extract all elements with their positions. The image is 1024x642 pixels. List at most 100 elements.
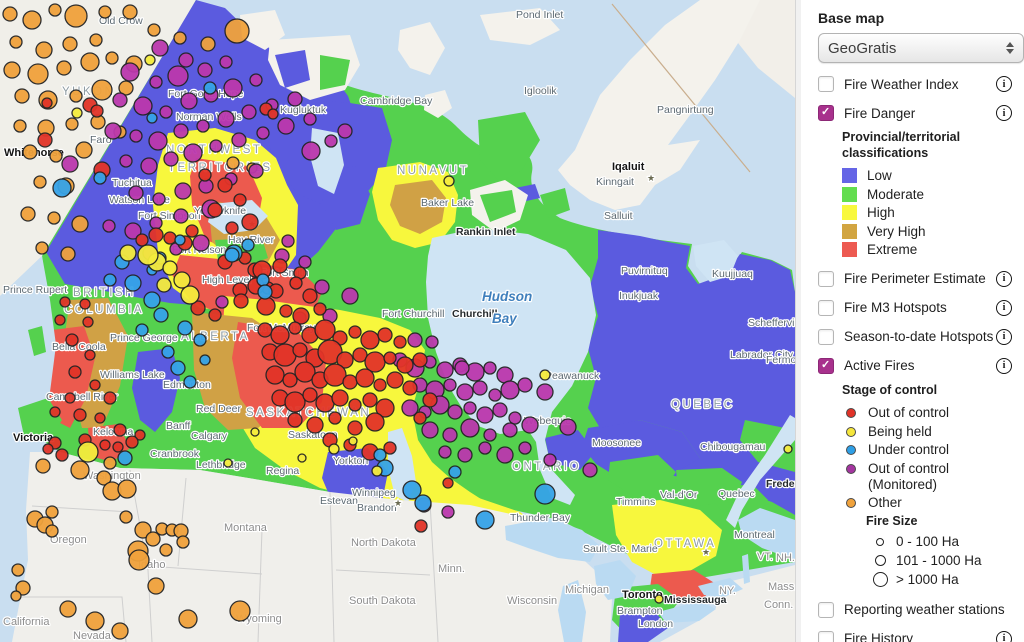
fire-marker-y[interactable] xyxy=(297,453,307,463)
fire-marker-o[interactable] xyxy=(75,141,93,159)
fire-marker-r[interactable] xyxy=(302,387,318,403)
fire-marker-o[interactable] xyxy=(3,61,21,79)
info-icon[interactable] xyxy=(996,299,1012,316)
fire-marker-m[interactable] xyxy=(215,295,229,309)
fire-marker-o[interactable] xyxy=(45,524,59,538)
fire-marker-m[interactable] xyxy=(460,418,480,438)
fire-marker-r[interactable] xyxy=(64,392,76,404)
fire-marker-r[interactable] xyxy=(323,363,347,387)
fire-marker-m[interactable] xyxy=(248,163,264,179)
fire-marker-o[interactable] xyxy=(65,117,79,131)
fire-marker-o[interactable] xyxy=(2,6,18,22)
fire-marker-r[interactable] xyxy=(348,325,362,339)
fire-marker-m[interactable] xyxy=(425,335,439,349)
fire-marker-r[interactable] xyxy=(134,429,146,441)
fire-marker-m[interactable] xyxy=(241,104,257,120)
fire-marker-y[interactable] xyxy=(156,277,172,293)
fire-marker-m[interactable] xyxy=(436,361,454,379)
fire-marker-r[interactable] xyxy=(412,352,428,368)
fire-marker-b[interactable] xyxy=(448,465,462,479)
fire-marker-o[interactable] xyxy=(64,4,88,28)
fire-marker-m[interactable] xyxy=(463,401,477,415)
layer-row-fire-weather-index[interactable]: Fire Weather Index xyxy=(818,76,1016,92)
fire-marker-m[interactable] xyxy=(112,92,128,108)
fire-marker-r[interactable] xyxy=(383,351,397,365)
fire-marker-o[interactable] xyxy=(33,175,47,189)
fire-marker-b[interactable] xyxy=(177,320,193,336)
fire-marker-m[interactable] xyxy=(483,361,497,375)
fire-marker-r[interactable] xyxy=(84,349,96,361)
layer-row-season-hotspots[interactable]: Season-to-date Hotspots xyxy=(818,328,1016,345)
fire-marker-b[interactable] xyxy=(203,81,217,95)
fire-marker-o[interactable] xyxy=(145,531,161,547)
fire-marker-m[interactable] xyxy=(61,155,79,173)
fire-marker-o[interactable] xyxy=(105,51,119,65)
fire-marker-b[interactable] xyxy=(146,112,158,124)
fire-marker-r[interactable] xyxy=(377,327,393,343)
fire-marker-y[interactable] xyxy=(180,285,200,305)
fire-marker-m[interactable] xyxy=(287,91,303,107)
fire-marker-m[interactable] xyxy=(149,75,163,89)
fire-marker-r[interactable] xyxy=(331,389,349,407)
fire-marker-m[interactable] xyxy=(442,427,458,443)
fire-marker-y[interactable] xyxy=(223,458,233,468)
fire-marker-m[interactable] xyxy=(559,418,577,436)
fire-marker-b[interactable] xyxy=(124,274,142,292)
fire-marker-o[interactable] xyxy=(117,479,137,499)
fire-marker-r[interactable] xyxy=(270,325,290,345)
fire-marker-b[interactable] xyxy=(143,291,161,309)
fire-marker-r[interactable] xyxy=(208,308,222,322)
fire-marker-r[interactable] xyxy=(113,423,127,437)
fire-marker-m[interactable] xyxy=(174,182,192,200)
fire-marker-b[interactable] xyxy=(414,494,432,512)
fire-marker-r[interactable] xyxy=(284,391,306,413)
fire-marker-m[interactable] xyxy=(120,62,140,82)
fire-marker-o[interactable] xyxy=(96,470,112,486)
fire-marker-m[interactable] xyxy=(476,406,494,424)
fire-marker-o[interactable] xyxy=(128,549,150,571)
fire-marker-m[interactable] xyxy=(407,332,423,348)
fire-marker-b[interactable] xyxy=(402,480,422,500)
fire-marker-o[interactable] xyxy=(13,119,27,133)
fire-marker-o[interactable] xyxy=(60,246,76,262)
fire-marker-y[interactable] xyxy=(71,107,83,119)
fire-marker-m[interactable] xyxy=(488,388,502,402)
fire-history-checkbox[interactable] xyxy=(818,630,834,642)
fire-marker-o[interactable] xyxy=(226,156,240,170)
fire-marker-o[interactable] xyxy=(122,4,138,20)
fire-marker-o[interactable] xyxy=(147,577,165,595)
fire-marker-r[interactable] xyxy=(375,398,395,418)
fire-marker-r[interactable] xyxy=(314,319,336,341)
fire-marker-o[interactable] xyxy=(56,60,72,76)
fire-marker-m[interactable] xyxy=(298,255,312,269)
fire-marker-m[interactable] xyxy=(128,185,144,201)
fire-marker-m[interactable] xyxy=(543,453,557,467)
fire-marker-r[interactable] xyxy=(292,307,310,325)
fire-marker-r[interactable] xyxy=(347,420,363,436)
fire-marker-r[interactable] xyxy=(54,314,66,326)
fire-marker-o[interactable] xyxy=(178,609,198,629)
fire-marker-o[interactable] xyxy=(15,580,31,596)
fire-marker-r[interactable] xyxy=(302,288,318,304)
fire-marker-y[interactable] xyxy=(654,594,664,604)
fire-marker-r[interactable] xyxy=(282,372,298,388)
fire-marker-m[interactable] xyxy=(159,105,173,119)
fire-marker-o[interactable] xyxy=(47,211,61,225)
fire-marker-r[interactable] xyxy=(265,365,285,385)
fire-marker-o[interactable] xyxy=(22,10,42,30)
fire-marker-m[interactable] xyxy=(303,112,317,126)
fire-marker-b[interactable] xyxy=(256,273,270,287)
fire-marker-r[interactable] xyxy=(37,132,53,148)
fire-marker-m[interactable] xyxy=(443,378,457,392)
reporting-stations-checkbox[interactable] xyxy=(818,601,834,618)
fire-marker-m[interactable] xyxy=(102,219,116,233)
fire-marker-r[interactable] xyxy=(217,177,233,193)
fire-marker-r[interactable] xyxy=(233,193,247,207)
fire-marker-o[interactable] xyxy=(35,241,49,255)
fire-marker-m[interactable] xyxy=(183,143,203,163)
fire-marker-m[interactable] xyxy=(337,123,353,139)
fire-marker-r[interactable] xyxy=(336,351,354,369)
fire-marker-m[interactable] xyxy=(223,78,243,98)
fire-marker-r[interactable] xyxy=(348,398,362,412)
fire-marker-r[interactable] xyxy=(414,519,428,533)
